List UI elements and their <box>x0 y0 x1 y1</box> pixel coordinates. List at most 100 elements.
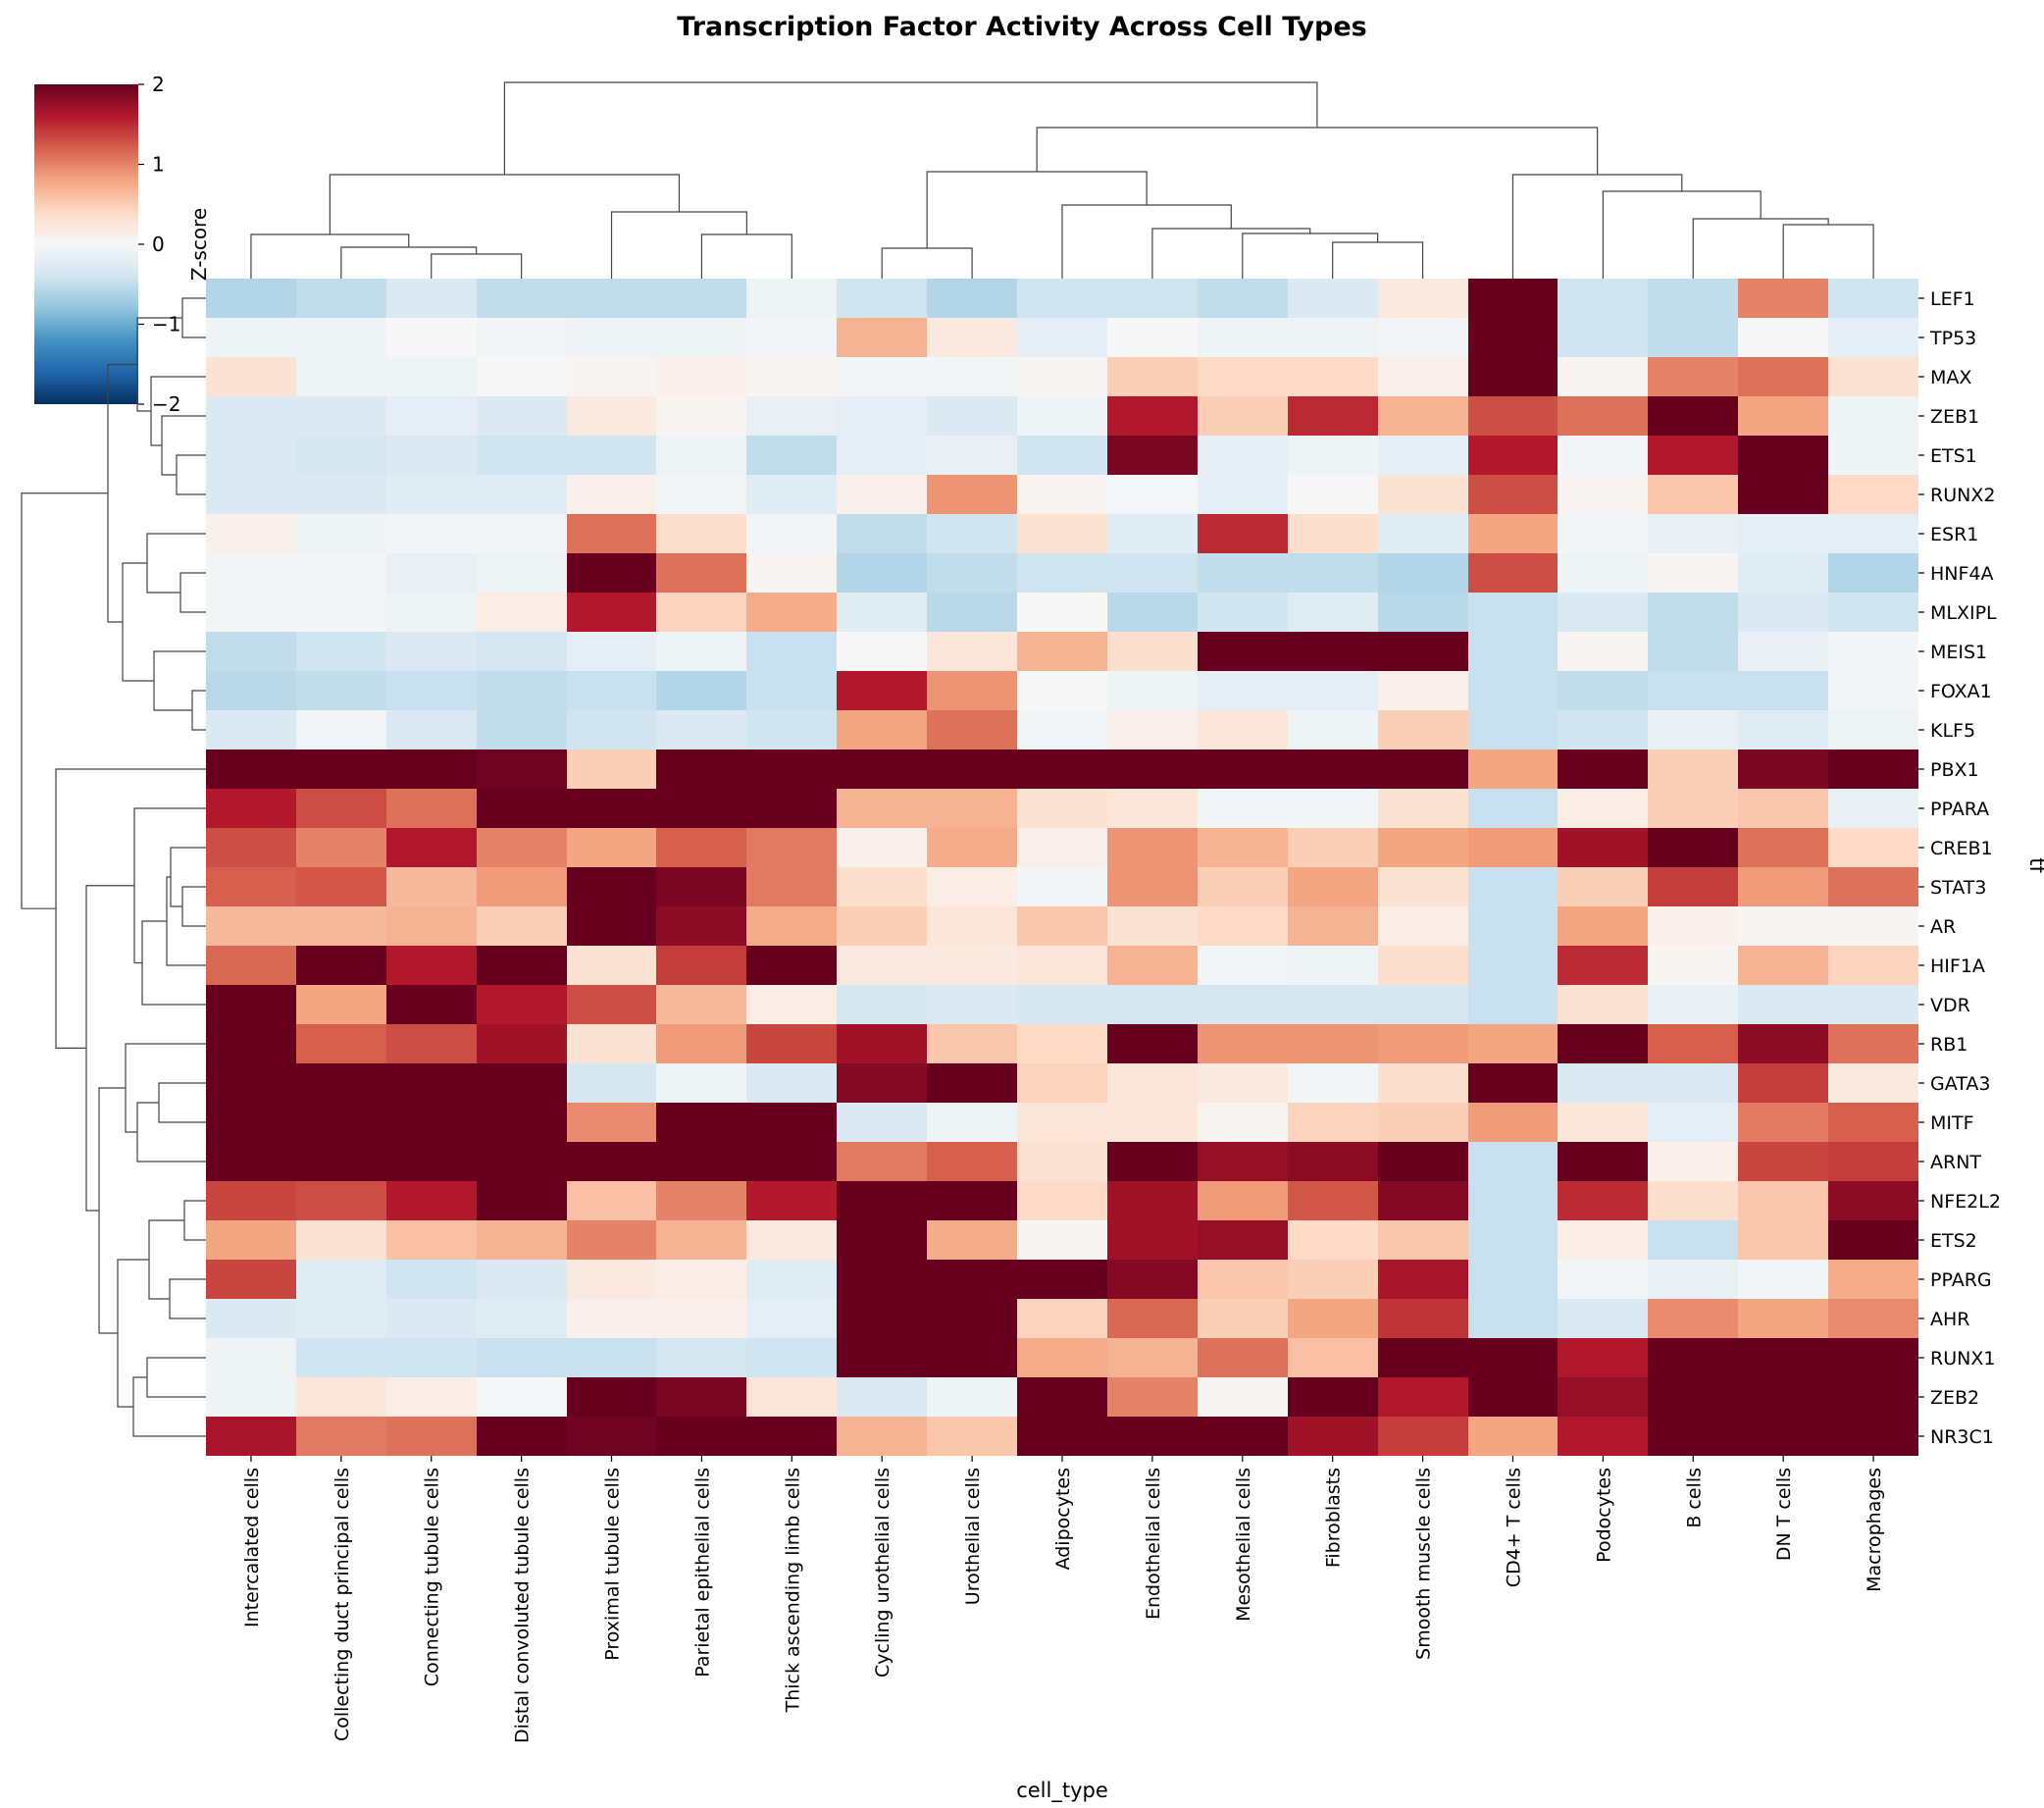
heatmap-cell <box>1558 1417 1648 1456</box>
heatmap-cell <box>1468 318 1558 357</box>
heatmap-cell <box>296 1063 386 1103</box>
heatmap-cell <box>1198 906 1288 946</box>
heatmap-cell <box>296 867 386 906</box>
heatmap-cell <box>1738 1220 1828 1260</box>
y-tick-label: FOXA1 <box>1930 681 1992 702</box>
x-tick-label: Connecting tubule cells <box>422 1468 443 1686</box>
heatmap-cell <box>1107 514 1198 553</box>
heatmap-cell <box>1558 514 1648 553</box>
heatmap-cell <box>1198 1142 1288 1181</box>
heatmap-cell <box>746 749 837 789</box>
dendrogram-link <box>179 572 206 613</box>
heatmap-cell <box>477 514 567 553</box>
heatmap-cell <box>656 906 746 946</box>
dendrogram-link <box>1602 190 1762 279</box>
x-tick-label: Distal convoluted tubule cells <box>512 1468 534 1743</box>
heatmap-cell <box>927 318 1017 357</box>
heatmap-cell <box>1378 1024 1468 1063</box>
dendrogram-link <box>250 233 410 279</box>
heatmap-cell <box>1107 985 1198 1024</box>
heatmap-cell <box>927 906 1017 946</box>
heatmap-cell <box>477 1260 567 1299</box>
heatmap-cell <box>1288 475 1378 514</box>
colorbar-tick-label: 1 <box>152 153 165 177</box>
heatmap-cell <box>1378 318 1468 357</box>
heatmap-cell <box>1288 749 1378 789</box>
heatmap-cell <box>1288 1417 1378 1456</box>
heatmap-cell <box>656 1260 746 1299</box>
heatmap-cell <box>746 1063 837 1103</box>
dendrogram-link <box>21 492 108 909</box>
heatmap-cell <box>927 357 1017 396</box>
heatmap-cell <box>1738 1260 1828 1299</box>
heatmap-cell <box>567 1377 656 1417</box>
heatmap-cell <box>927 985 1017 1024</box>
dendrogram-link <box>55 768 206 1049</box>
dendrogram-link <box>158 1082 206 1123</box>
heatmap-cell <box>837 985 927 1024</box>
heatmap-cell <box>477 710 567 749</box>
dendrogram-link <box>122 562 154 682</box>
heatmap-cell <box>1198 1377 1288 1417</box>
heatmap-cell <box>206 318 296 357</box>
heatmap-cell <box>1107 593 1198 632</box>
heatmap-cell <box>477 357 567 396</box>
y-tick-label: GATA3 <box>1930 1073 1990 1095</box>
heatmap-cell <box>296 553 386 593</box>
heatmap-cell <box>1828 985 1918 1024</box>
heatmap-cell <box>1468 1417 1558 1456</box>
heatmap-cell <box>1558 318 1648 357</box>
heatmap-cell <box>1468 475 1558 514</box>
heatmap-cell <box>656 553 746 593</box>
heatmap-cell <box>1648 1220 1738 1260</box>
heatmap-cell <box>1738 396 1828 436</box>
heatmap-cell <box>1828 749 1918 789</box>
heatmap-cell <box>927 828 1017 867</box>
heatmap-cell <box>206 396 296 436</box>
x-tick-label: CD4+ T cells <box>1503 1468 1524 1587</box>
heatmap-cell <box>1017 593 1107 632</box>
dendrogram-link <box>153 650 206 711</box>
heatmap-cell <box>386 1299 477 1338</box>
heatmap-cell <box>477 1181 567 1220</box>
heatmap-cell <box>1378 1142 1468 1181</box>
heatmap-cell <box>296 1260 386 1299</box>
heatmap-cell <box>1198 1417 1288 1456</box>
heatmap-cell <box>1558 710 1648 749</box>
heatmap-cell <box>1738 828 1828 867</box>
colorbar-tick-label: −1 <box>152 313 180 336</box>
heatmap-cell <box>656 946 746 985</box>
heatmap-cell <box>1558 789 1648 828</box>
heatmap-cell <box>1017 789 1107 828</box>
heatmap-cell <box>477 553 567 593</box>
heatmap-cell <box>1107 357 1198 396</box>
heatmap-cell <box>206 514 296 553</box>
dendrogram-link <box>1332 241 1424 279</box>
x-axis-label: cell_type <box>1016 1779 1108 1803</box>
x-tick-label: Endothelial cells <box>1143 1468 1164 1620</box>
heatmap-cell <box>1017 1220 1107 1260</box>
heatmap-cell <box>746 1142 837 1181</box>
heatmap-cell <box>837 1063 927 1103</box>
heatmap-cell <box>386 828 477 867</box>
heatmap-cell <box>837 1220 927 1260</box>
y-tick-label: PPARA <box>1930 799 1989 820</box>
heatmap-cell <box>206 1063 296 1103</box>
heatmap-cell <box>656 632 746 671</box>
heatmap-cell <box>1378 514 1468 553</box>
colorbar: Z-score <box>34 84 211 404</box>
heatmap-cell <box>1738 1299 1828 1338</box>
heatmap-cell <box>927 1063 1017 1103</box>
heatmap-cell <box>1738 749 1828 789</box>
colorbar-label: Z-score <box>187 208 211 281</box>
heatmap-cell <box>296 396 386 436</box>
heatmap-cell <box>477 279 567 318</box>
heatmap-cell <box>386 553 477 593</box>
heatmap-cell <box>567 671 656 710</box>
heatmap-cell <box>927 1338 1017 1377</box>
heatmap-cell <box>1017 1260 1107 1299</box>
heatmap-cell <box>1107 1220 1198 1260</box>
heatmap-cell <box>1198 1220 1288 1260</box>
heatmap-cell <box>1288 1024 1378 1063</box>
heatmap-cell <box>1558 1260 1648 1299</box>
